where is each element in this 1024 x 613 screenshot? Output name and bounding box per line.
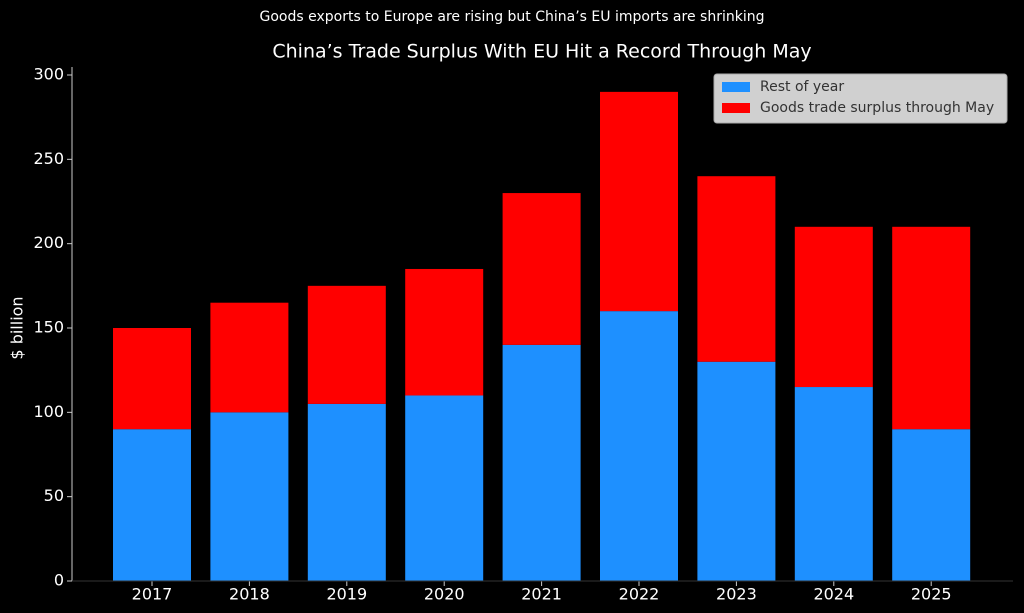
bar	[210, 412, 289, 581]
bar	[307, 285, 386, 404]
bar	[794, 387, 873, 581]
bar	[892, 226, 971, 430]
chart-subtitle: Goods exports to Europe are rising but C…	[260, 9, 765, 25]
x-tick-label: 2019	[326, 585, 367, 604]
bar	[210, 302, 289, 413]
x-tick-label: 2024	[813, 585, 854, 604]
legend-label: Rest of year	[760, 79, 844, 95]
legend-swatch	[722, 82, 750, 92]
y-tick-label: 50	[44, 486, 64, 505]
bar	[892, 429, 971, 581]
bar	[502, 344, 581, 581]
y-tick-label: 100	[33, 402, 64, 421]
x-tick-label: 2022	[619, 585, 660, 604]
y-tick-label: 250	[33, 149, 64, 168]
y-tick-label: 300	[33, 65, 64, 84]
bar	[697, 176, 776, 362]
x-tick-label: 2017	[132, 585, 173, 604]
bar	[697, 361, 776, 581]
legend-label: Goods trade surplus through May	[760, 100, 994, 116]
legend-swatch	[722, 103, 750, 113]
x-tick-label: 2021	[521, 585, 562, 604]
bar	[502, 193, 581, 345]
y-tick-label: 150	[33, 318, 64, 337]
x-tick-label: 2023	[716, 585, 757, 604]
bar	[600, 91, 678, 312]
bar	[600, 311, 678, 581]
bar	[113, 328, 191, 430]
x-tick-label: 2025	[911, 585, 952, 604]
chart-title: China’s Trade Surplus With EU Hit a Reco…	[272, 41, 811, 63]
y-axis-label: $ billion	[8, 296, 27, 359]
x-tick-label: 2020	[424, 585, 465, 604]
y-tick-label: 200	[33, 233, 64, 252]
bar	[405, 268, 484, 396]
y-tick-label: 0	[54, 571, 64, 590]
bar	[113, 429, 191, 581]
x-tick-label: 2018	[229, 585, 270, 604]
bar	[307, 403, 386, 581]
bar	[405, 395, 484, 581]
bar	[794, 226, 873, 388]
legend-box	[713, 73, 1008, 124]
